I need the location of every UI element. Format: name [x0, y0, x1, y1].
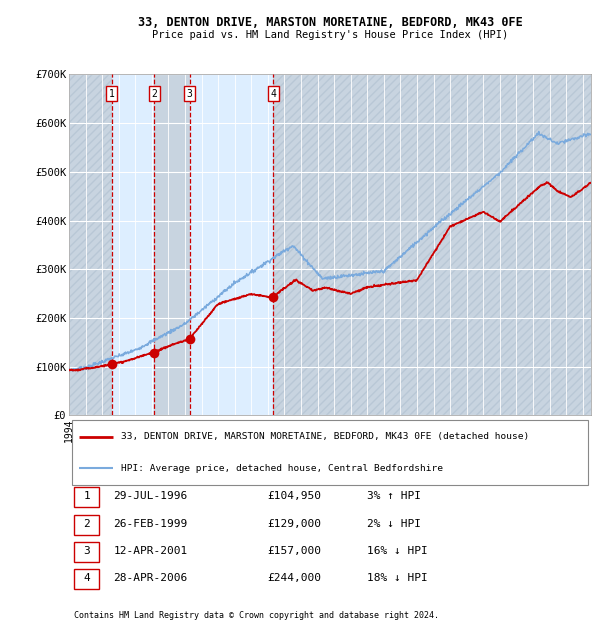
FancyBboxPatch shape — [71, 420, 589, 485]
Text: 28-APR-2006: 28-APR-2006 — [113, 574, 188, 583]
Text: 1: 1 — [109, 89, 115, 99]
FancyBboxPatch shape — [74, 542, 99, 562]
Text: 29-JUL-1996: 29-JUL-1996 — [113, 491, 188, 502]
Text: 2: 2 — [151, 89, 157, 99]
FancyBboxPatch shape — [74, 515, 99, 534]
Text: 4: 4 — [83, 574, 90, 583]
Text: 3: 3 — [83, 546, 90, 556]
Bar — [273, 74, 591, 415]
Text: HPI: Average price, detached house, Central Bedfordshire: HPI: Average price, detached house, Cent… — [121, 464, 443, 473]
Text: 2% ↓ HPI: 2% ↓ HPI — [367, 519, 421, 529]
FancyBboxPatch shape — [74, 487, 99, 507]
Text: 12-APR-2001: 12-APR-2001 — [113, 546, 188, 556]
Text: 4: 4 — [270, 89, 276, 99]
Bar — [190, 74, 273, 415]
Bar — [154, 74, 190, 415]
Text: 3: 3 — [187, 89, 193, 99]
Text: 33, DENTON DRIVE, MARSTON MORETAINE, BEDFORD, MK43 0FE (detached house): 33, DENTON DRIVE, MARSTON MORETAINE, BED… — [121, 432, 529, 441]
Text: Contains HM Land Registry data © Crown copyright and database right 2024.
This d: Contains HM Land Registry data © Crown c… — [74, 611, 439, 620]
Text: 26-FEB-1999: 26-FEB-1999 — [113, 519, 188, 529]
Text: 2: 2 — [83, 519, 90, 529]
Bar — [112, 74, 154, 415]
Text: 18% ↓ HPI: 18% ↓ HPI — [367, 574, 427, 583]
Text: 3% ↑ HPI: 3% ↑ HPI — [367, 491, 421, 502]
Text: 16% ↓ HPI: 16% ↓ HPI — [367, 546, 427, 556]
Text: £244,000: £244,000 — [268, 574, 322, 583]
Text: 33, DENTON DRIVE, MARSTON MORETAINE, BEDFORD, MK43 0FE: 33, DENTON DRIVE, MARSTON MORETAINE, BED… — [137, 16, 523, 29]
FancyBboxPatch shape — [74, 569, 99, 590]
Text: £129,000: £129,000 — [268, 519, 322, 529]
Text: £157,000: £157,000 — [268, 546, 322, 556]
Bar — [69, 74, 112, 415]
Text: £104,950: £104,950 — [268, 491, 322, 502]
Text: Price paid vs. HM Land Registry's House Price Index (HPI): Price paid vs. HM Land Registry's House … — [152, 30, 508, 40]
Text: 1: 1 — [83, 491, 90, 502]
